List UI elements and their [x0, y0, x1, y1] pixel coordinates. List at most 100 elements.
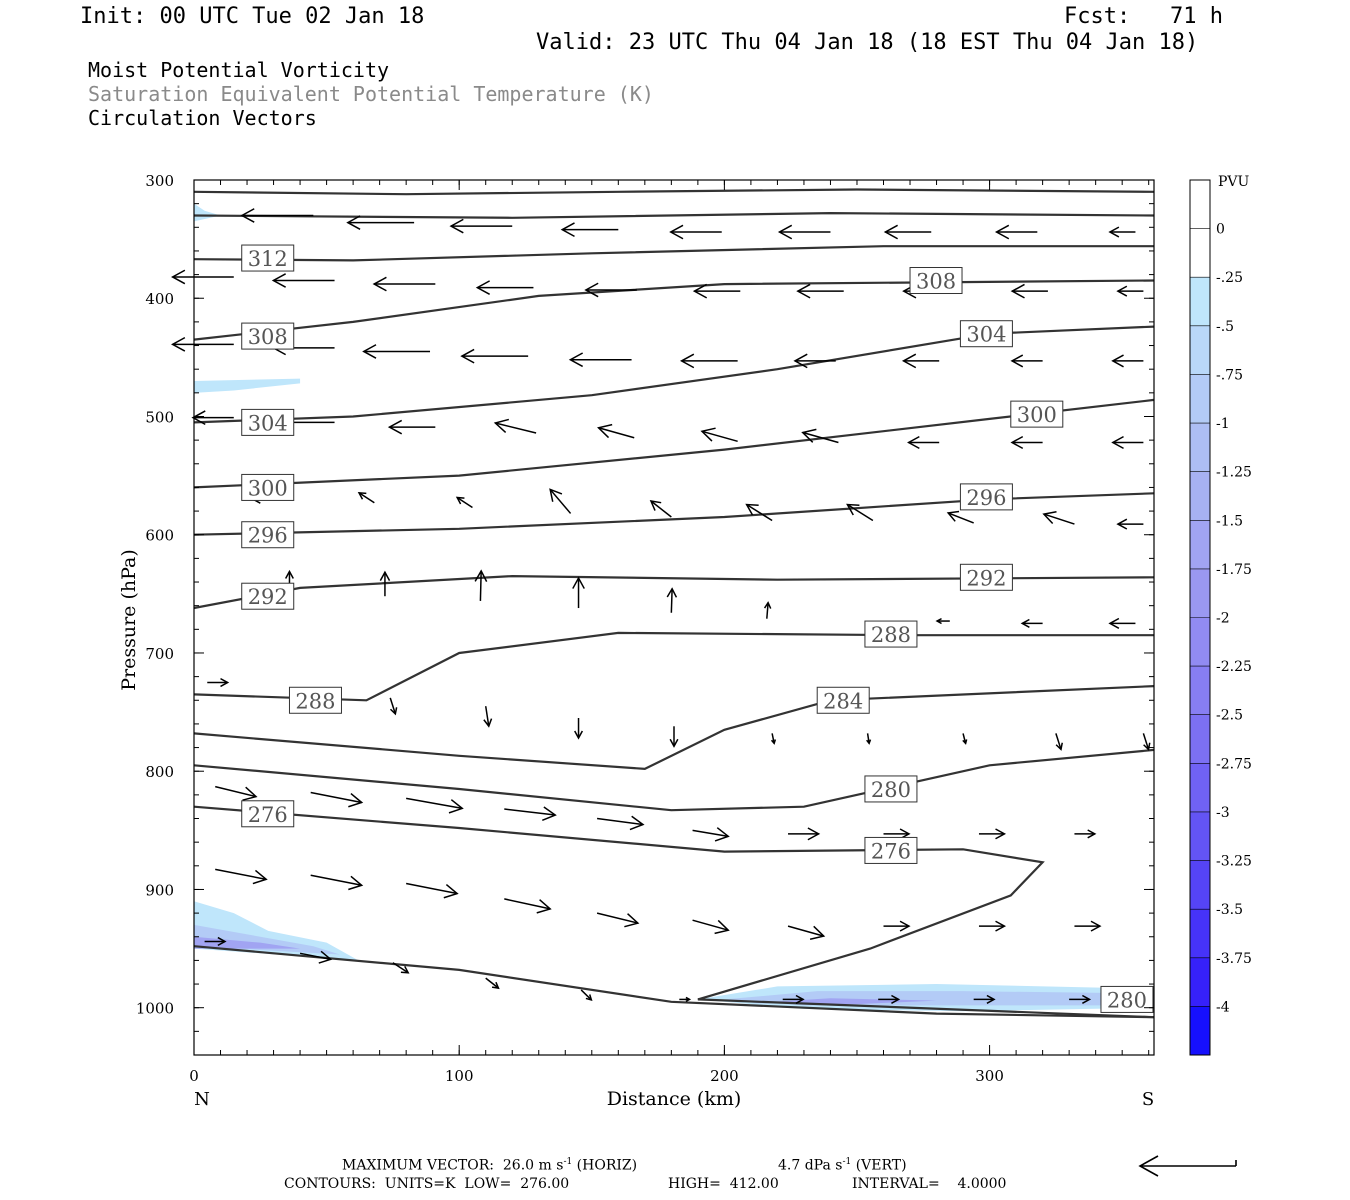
vector-head — [666, 587, 678, 598]
vector-head — [629, 815, 645, 831]
contour-label-296: 296 — [241, 521, 295, 549]
footer-interval: INTERVAL= 4.0000 — [852, 1176, 1007, 1192]
circulation-vector — [572, 576, 585, 609]
vector-head — [372, 276, 387, 292]
contour-label-box — [864, 775, 918, 803]
vector-head — [901, 353, 917, 369]
vector-head — [809, 925, 826, 940]
x-axis-label: Distance (km) — [607, 1088, 742, 1110]
vector-head — [935, 617, 942, 625]
pv-colorbar: 0 -.25 -.5 -.75 -1 -1.25 -1.5 -1.75 -2 -2.25 -2.5 -… — [1189, 179, 1252, 1056]
theta-contour-284 — [193, 685, 1155, 771]
circulation-vector — [596, 912, 640, 928]
vector-head — [883, 224, 898, 240]
circulation-vector — [692, 283, 741, 299]
circulation-vector — [493, 418, 537, 434]
vector-head — [649, 500, 662, 511]
vector-head — [387, 419, 403, 435]
vector-head — [549, 488, 563, 502]
circulation-vector — [596, 815, 645, 831]
pv-shade-region — [194, 378, 301, 393]
theta-contour-280 — [193, 748, 1155, 812]
vector-head — [242, 786, 258, 801]
colorbar-swatch — [1190, 1006, 1210, 1056]
contour-label-308: 308 — [241, 322, 295, 350]
vector-shaft — [479, 570, 482, 601]
theta-contour-296 — [193, 492, 1155, 536]
contour-label-box — [959, 563, 1013, 591]
reference-vector — [1138, 1155, 1237, 1177]
contour-label-276: 276 — [241, 800, 295, 828]
footer-horiz-value: 26.0 m s — [502, 1157, 564, 1174]
contour-label-text: 296 — [248, 524, 288, 548]
field-title-vectors: Circulation Vectors — [88, 106, 317, 130]
circulation-vector — [770, 733, 777, 745]
contour-label-text: 312 — [248, 247, 288, 271]
circulation-vector — [504, 898, 552, 914]
contour-label-296: 296 — [959, 483, 1013, 511]
colorbar-level-label: -2.75 — [1216, 756, 1252, 772]
colorbar-swatch — [1190, 666, 1210, 716]
valid-time: Valid: 23 UTC Thu 04 Jan 18 (18 EST Thu … — [536, 30, 1199, 55]
circulation-vector — [978, 920, 1007, 932]
colorbar-swatch — [1190, 909, 1210, 959]
vector-head — [1111, 354, 1124, 368]
vector-head — [685, 996, 692, 1003]
circulation-vector — [777, 224, 831, 240]
circulation-vector — [666, 587, 678, 613]
footer-contours: CONTOURS: UNITS=K LOW= 276.00 — [284, 1176, 570, 1192]
circulation-vector — [475, 280, 534, 295]
vector-shaft — [504, 898, 551, 910]
vector-shaft — [846, 503, 874, 522]
circulation-vector — [310, 791, 364, 808]
footer-vert-vector: 4.7 dPa s-1 (VERT) — [778, 1157, 907, 1174]
circulation-vector — [1116, 518, 1144, 530]
vector-shaft — [1055, 733, 1062, 750]
colorbar-level-label: -1 — [1216, 416, 1230, 432]
contour-label-box — [241, 322, 295, 350]
contour-label-text: 288 — [295, 689, 335, 713]
contour-label-288: 288 — [864, 620, 918, 648]
vector-head — [1116, 285, 1128, 297]
axis-ticks: 0 100 200 300 300 400 500 600 700 800 900 1000 — [136, 172, 1154, 1085]
circulation-vector — [901, 353, 940, 369]
circulation-vector — [1111, 435, 1144, 450]
contour-label-box — [241, 800, 295, 828]
vector-head — [475, 280, 490, 295]
vector-head — [994, 224, 1010, 240]
vector-head — [714, 919, 730, 935]
colorbar-swatch — [1190, 471, 1210, 521]
vector-head — [1082, 994, 1092, 1004]
colorbar-swatch — [1190, 277, 1210, 327]
reference-vector-head — [1138, 1155, 1159, 1177]
circulation-vector — [978, 828, 1007, 840]
colorbar-swatch — [1190, 763, 1210, 813]
circulation-vector — [299, 950, 333, 964]
contour-label-text: 292 — [248, 585, 288, 609]
contour-label-box — [816, 686, 870, 714]
circulation-vector — [700, 427, 738, 443]
contour-label-304: 304 — [959, 320, 1013, 348]
footer-horiz-tag: (HORIZ) — [576, 1157, 638, 1174]
vector-head — [191, 410, 206, 426]
vector-head — [400, 965, 410, 974]
vector-head — [357, 491, 367, 500]
field-title-pv: Moist Potential Vorticity — [88, 58, 390, 82]
vector-head — [1143, 742, 1151, 751]
circulation-vector — [1010, 435, 1043, 450]
circulation-vector — [883, 920, 911, 932]
vector-head — [348, 875, 364, 891]
y-tick-label: 500 — [145, 408, 174, 426]
circulation-vector — [379, 570, 391, 597]
circulation-vector — [907, 435, 940, 450]
circulation-vector — [793, 353, 836, 369]
vector-head — [171, 269, 186, 285]
contour-label-292: 292 — [241, 582, 295, 610]
circulation-vector — [460, 348, 529, 364]
vector-head — [995, 828, 1007, 840]
contour-label-text: 280 — [1107, 988, 1147, 1012]
vector-shaft — [962, 733, 967, 744]
colorbar-level-label: -1.25 — [1216, 465, 1252, 481]
vector-shaft — [947, 512, 974, 524]
vector-shaft — [670, 588, 673, 613]
